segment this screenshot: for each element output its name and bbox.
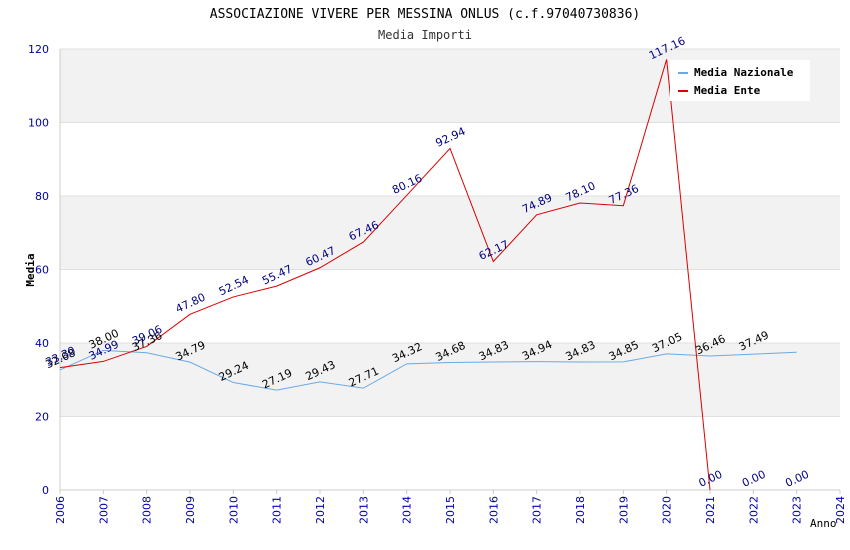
y-tick-label: 40 xyxy=(35,337,49,350)
legend: Media Nazionale Media Ente xyxy=(670,60,810,101)
legend-swatch-media-nazionale xyxy=(678,72,688,74)
x-tick-label: 2023 xyxy=(791,496,804,524)
plot-band xyxy=(60,269,840,343)
x-tick-label: 2011 xyxy=(271,496,284,524)
x-tick-label: 2009 xyxy=(184,496,197,524)
x-tick-label: 2017 xyxy=(531,496,544,524)
series-lines xyxy=(59,59,797,491)
y-axis-label: Media xyxy=(24,253,37,286)
x-tick-label: 2018 xyxy=(574,496,587,524)
x-tick-label: 2008 xyxy=(141,496,154,524)
y-tick-label: 120 xyxy=(28,43,49,56)
y-tick-label: 100 xyxy=(28,117,49,130)
chart-subtitle: Media Importi xyxy=(378,28,472,42)
x-tick-label: 2019 xyxy=(617,496,630,524)
y-tick-label: 60 xyxy=(35,264,49,277)
x-tick-label: 2010 xyxy=(227,496,240,524)
plot-band xyxy=(60,122,840,196)
x-tick-label: 2020 xyxy=(661,496,674,524)
plot-band xyxy=(60,196,840,270)
chart-title: ASSOCIAZIONE VIVERE PER MESSINA ONLUS (c… xyxy=(210,7,640,22)
x-tick-label: 2014 xyxy=(401,496,414,524)
y-tick-label: 0 xyxy=(42,484,49,497)
y-tick-labels: 0 20 40 60 80 100 120 xyxy=(28,43,49,497)
x-tick-label: 2012 xyxy=(314,496,327,524)
y-tick-label: 80 xyxy=(35,190,49,203)
legend-swatch-media-ente xyxy=(678,90,688,92)
legend-label-media-ente: Media Ente xyxy=(694,84,761,97)
x-tick-label: 2006 xyxy=(54,496,67,524)
x-tick-label: 2015 xyxy=(444,496,457,524)
x-tick-label: 2021 xyxy=(704,496,717,524)
x-tick-label: 2013 xyxy=(357,496,370,524)
plot-bands xyxy=(60,49,840,490)
legend-label-media-nazionale: Media Nazionale xyxy=(694,66,794,79)
y-tick-label: 20 xyxy=(35,411,49,424)
x-tick-label: 2007 xyxy=(97,496,110,524)
x-tick-label: 2024 xyxy=(834,496,847,524)
x-tick-label: 2016 xyxy=(487,496,500,524)
plot-band xyxy=(60,416,840,490)
x-tick-label: 2022 xyxy=(747,496,760,524)
series-line-media-ente xyxy=(59,59,711,491)
x-tick-labels: 2006 2007 2008 2009 2010 2011 2012 2013 2014 2015… xyxy=(54,490,847,524)
plot-band xyxy=(60,343,840,417)
series-line-media-nazionale xyxy=(59,349,797,391)
x-axis-label: Anno xyxy=(810,517,837,530)
